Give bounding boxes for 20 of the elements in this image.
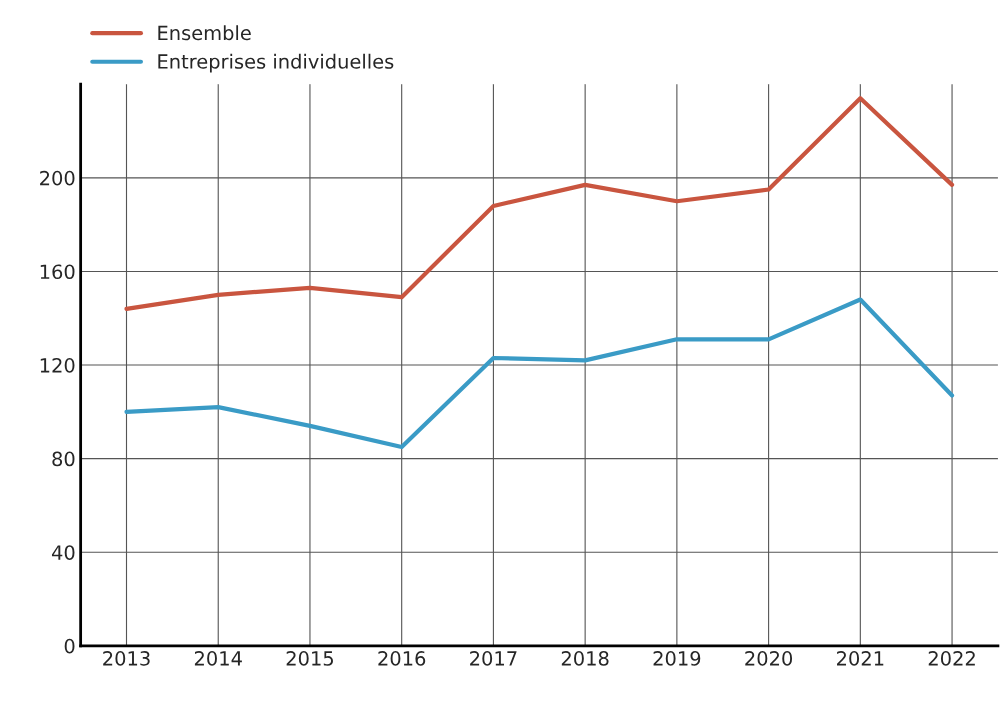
x-tick-label: 2016 <box>378 651 426 666</box>
x-tick-label: 2013 <box>103 651 150 666</box>
y-tick-label: 200 <box>40 170 75 186</box>
y-tick-label: 160 <box>40 264 75 280</box>
x-tick-label: 2014 <box>194 651 242 666</box>
y-tick-label: 120 <box>40 358 75 373</box>
y-tick-label: 40 <box>51 545 75 560</box>
legend-label: Ensemble <box>158 25 251 41</box>
x-tick-label: 2019 <box>653 651 701 666</box>
x-tick-label: 2021 <box>837 651 884 666</box>
x-tick-label: 2015 <box>286 651 333 666</box>
line-series <box>124 96 955 311</box>
x-tick-label: 2018 <box>561 651 609 666</box>
legend-label: Entreprises individuelles <box>158 53 394 73</box>
y-tick-label: 80 <box>52 451 75 467</box>
x-tick-label: 2020 <box>745 651 793 666</box>
y-tick-label: 0 <box>64 638 75 654</box>
line-series <box>124 297 955 450</box>
x-tick-label: 2022 <box>928 651 975 666</box>
x-tick-label: 2017 <box>470 651 517 666</box>
